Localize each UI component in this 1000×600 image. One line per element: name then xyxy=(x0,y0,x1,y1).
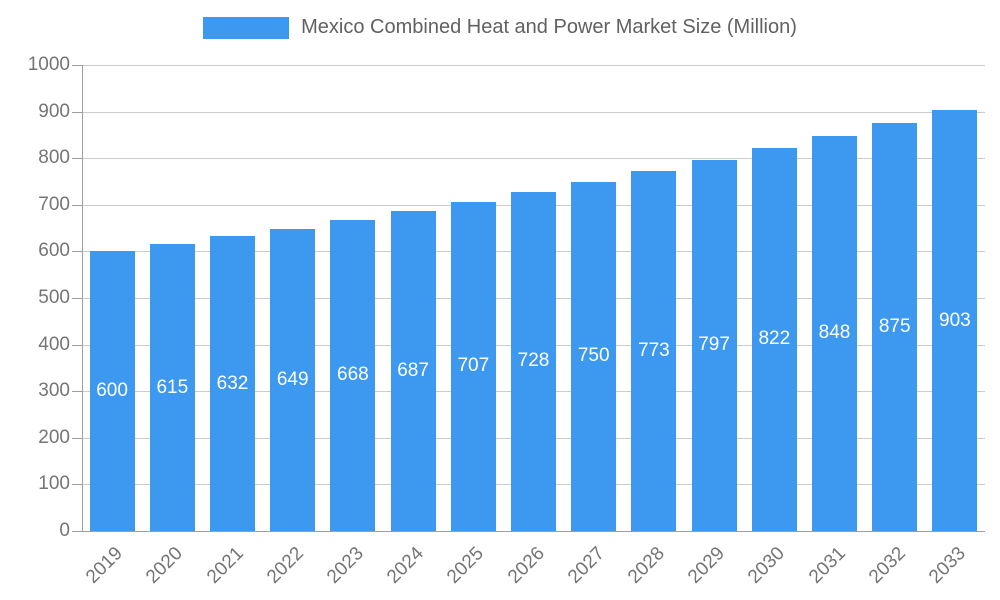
y-axis-tick xyxy=(72,344,82,346)
x-tick-label: 2030 xyxy=(744,543,790,588)
bar-2023[interactable]: 668 xyxy=(330,219,376,531)
bar-2020[interactable]: 615 xyxy=(149,244,195,531)
bar-2022[interactable]: 649 xyxy=(270,228,316,531)
x-tick-label: 2022 xyxy=(262,543,308,588)
x-tick-label: 2029 xyxy=(684,543,729,588)
bar-2021[interactable]: 632 xyxy=(210,236,255,531)
bar-value-label: 875 xyxy=(878,316,911,338)
bar-value-label: 728 xyxy=(517,350,550,372)
y-axis-tick xyxy=(72,158,82,160)
y-tick-label: 100 xyxy=(38,473,70,495)
y-axis-tick xyxy=(72,531,82,532)
bar-value-label: 750 xyxy=(577,345,610,367)
y-tick-label: 0 xyxy=(59,520,70,541)
x-tick-label: 2025 xyxy=(443,543,489,588)
gridline-0 xyxy=(82,531,985,532)
legend-swatch xyxy=(203,16,290,39)
bar-2033[interactable]: 903 xyxy=(932,110,978,531)
y-axis-tick xyxy=(72,298,82,299)
y-tick-label: 900 xyxy=(38,100,70,122)
bar-value-label: 797 xyxy=(698,334,730,356)
x-tick-label: 2021 xyxy=(202,543,248,588)
y-tick-label: 300 xyxy=(38,380,70,402)
bar-2032[interactable]: 875 xyxy=(872,123,918,531)
y-tick-label: 1000 xyxy=(27,54,70,75)
x-tick-label: 2026 xyxy=(503,543,549,588)
y-axis-tick xyxy=(72,65,82,66)
y-tick-label: 400 xyxy=(38,333,70,355)
bar-value-label: 707 xyxy=(457,355,490,377)
y-tick-label: 200 xyxy=(38,426,70,448)
bar-value-label: 649 xyxy=(276,368,309,390)
x-tick-label: 2027 xyxy=(563,543,609,588)
bar-2024[interactable]: 687 xyxy=(390,210,436,531)
gridline-900 xyxy=(82,111,985,113)
y-axis-line xyxy=(82,65,83,531)
y-axis-tick xyxy=(72,111,82,113)
bar-2028[interactable]: 773 xyxy=(631,170,677,531)
chart-title: Mexico Combined Heat and Power Market Si… xyxy=(301,16,797,38)
y-tick-label: 700 xyxy=(38,193,70,215)
y-tick-label: 500 xyxy=(38,287,70,308)
y-tick-label: 800 xyxy=(38,147,70,169)
bar-value-label: 773 xyxy=(638,339,670,361)
bar-value-label: 848 xyxy=(818,322,851,344)
bar-2029[interactable]: 797 xyxy=(691,159,737,531)
x-tick-label: 2024 xyxy=(383,543,428,588)
x-tick-label: 2028 xyxy=(623,543,669,588)
bar-2030[interactable]: 822 xyxy=(751,147,797,531)
legend: Mexico Combined Heat and Power Market Si… xyxy=(0,16,1000,39)
bar-2019[interactable]: 600 xyxy=(89,251,135,531)
bar-value-label: 600 xyxy=(96,380,128,402)
bar-2026[interactable]: 728 xyxy=(511,191,556,531)
y-axis-tick xyxy=(72,251,82,253)
gridline-1000 xyxy=(82,65,985,66)
bar-value-label: 687 xyxy=(397,359,429,381)
bar-2025[interactable]: 707 xyxy=(450,201,496,531)
x-tick-label: 2033 xyxy=(924,543,970,588)
y-axis-tick xyxy=(72,391,82,393)
y-axis-tick xyxy=(72,484,82,486)
y-axis-tick xyxy=(72,204,82,206)
bar-2027[interactable]: 750 xyxy=(571,181,617,531)
y-tick-label: 600 xyxy=(38,240,70,262)
bar-value-label: 903 xyxy=(939,309,971,331)
gridline-800 xyxy=(82,158,985,160)
bar-value-label: 615 xyxy=(156,376,189,398)
bar-value-label: 632 xyxy=(216,372,249,394)
y-axis-tick xyxy=(72,437,82,439)
x-tick-label: 2019 xyxy=(82,543,127,588)
x-tick-label: 2020 xyxy=(142,543,188,588)
bar-value-label: 668 xyxy=(337,364,369,386)
bar-value-label: 822 xyxy=(758,328,791,350)
x-tick-label: 2032 xyxy=(864,543,910,588)
x-tick-label: 2023 xyxy=(322,543,368,588)
x-tick-label: 2031 xyxy=(804,543,850,588)
bar-2031[interactable]: 848 xyxy=(812,135,857,531)
